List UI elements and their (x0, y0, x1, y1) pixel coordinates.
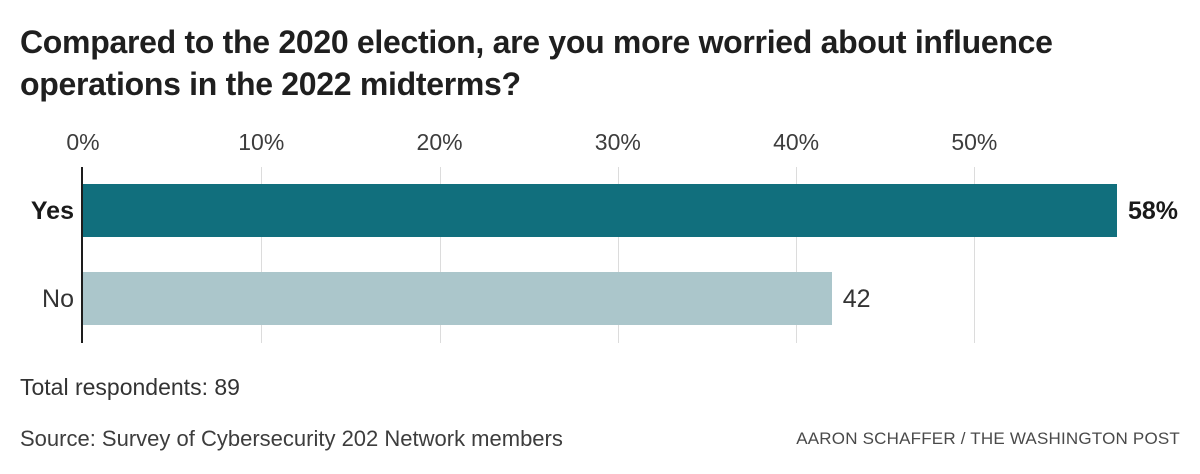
x-tick-label: 10% (238, 129, 285, 155)
y-axis-line (81, 167, 83, 343)
gridline (796, 167, 798, 343)
bar (83, 184, 1117, 237)
value-label: 58% (1128, 196, 1179, 225)
value-label: 42 (842, 284, 871, 313)
byline-credit: AARON SCHAFFER / THE WASHINGTON POST (796, 429, 1180, 448)
gridline (974, 167, 976, 343)
bar-row: No 42 (0, 255, 1200, 343)
bar-row: Yes 58% (0, 167, 1200, 255)
source-note: Source: Survey of Cybersecurity 202 Netw… (20, 426, 563, 451)
gridline (261, 167, 263, 343)
x-tick-label: 0% (66, 129, 100, 155)
category-label: Yes (30, 196, 74, 225)
category-label: No (42, 284, 74, 313)
gridline (439, 167, 441, 343)
total-respondents-note: Total respondents: 89 (20, 374, 240, 400)
x-tick-label: 50% (951, 129, 998, 155)
gridline (617, 167, 619, 343)
bar (83, 272, 832, 325)
x-tick-label: 20% (416, 129, 463, 155)
x-tick-label: 40% (773, 129, 820, 155)
bar-chart: 0% 10% 20% 30% 40% 50% Yes 58% No 42 (0, 127, 1200, 347)
x-tick-label: 30% (594, 129, 641, 155)
plot-area: Yes 58% No 42 (0, 167, 1200, 343)
x-axis: 0% 10% 20% 30% 40% 50% (0, 127, 1200, 161)
chart-title: Compared to the 2020 election, are you m… (20, 24, 1053, 102)
